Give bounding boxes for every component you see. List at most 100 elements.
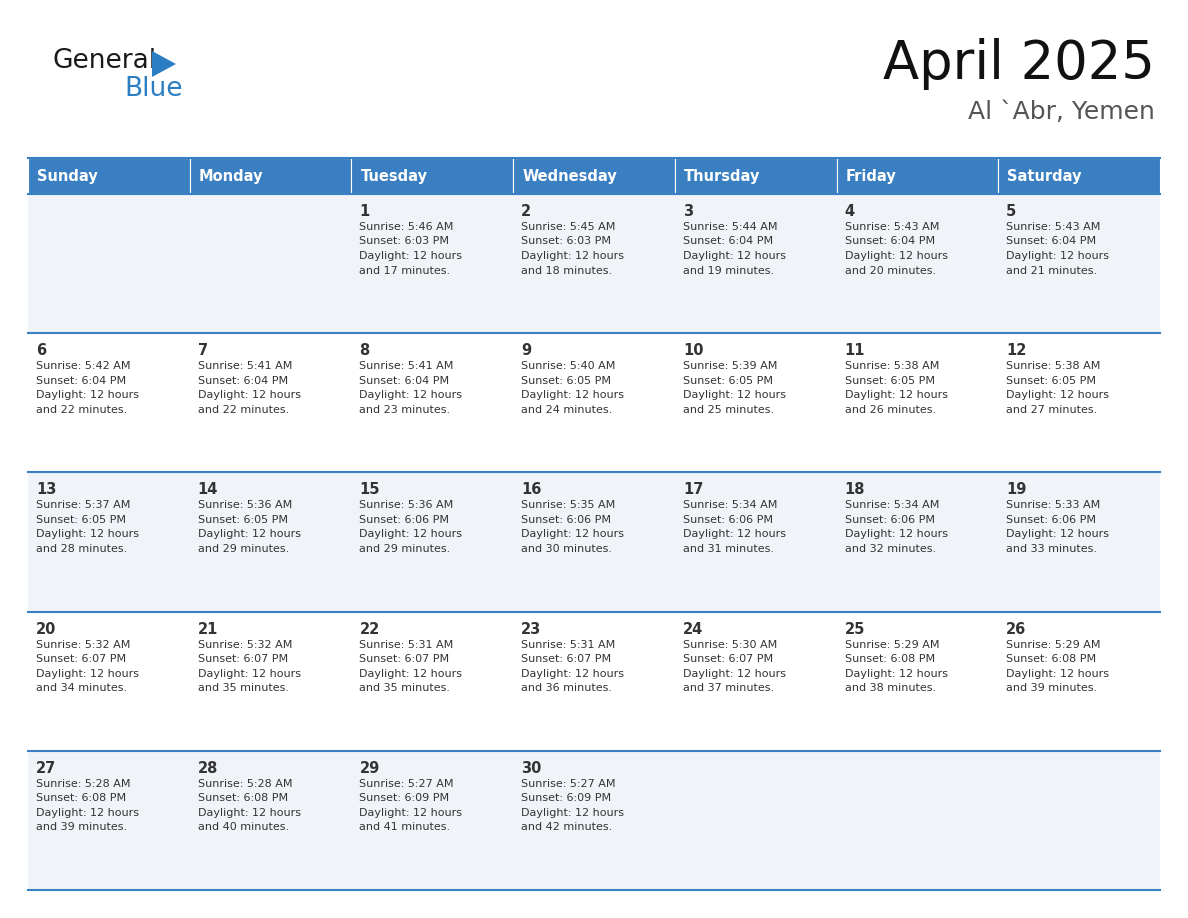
Text: 24: 24 — [683, 621, 703, 636]
Text: Sunset: 6:05 PM: Sunset: 6:05 PM — [845, 375, 935, 386]
Bar — [998, 158, 1159, 194]
Bar — [675, 611, 836, 751]
Text: Sunrise: 5:35 AM: Sunrise: 5:35 AM — [522, 500, 615, 510]
Bar — [836, 158, 998, 194]
Text: Sunset: 6:04 PM: Sunset: 6:04 PM — [197, 375, 287, 386]
Text: and 19 minutes.: and 19 minutes. — [683, 265, 775, 275]
Text: Sunrise: 5:32 AM: Sunrise: 5:32 AM — [197, 640, 292, 650]
Bar — [352, 751, 513, 890]
Bar — [836, 611, 998, 751]
Text: General: General — [52, 48, 156, 74]
Text: Sunset: 6:03 PM: Sunset: 6:03 PM — [522, 237, 611, 247]
Text: Daylight: 12 hours: Daylight: 12 hours — [197, 668, 301, 678]
Text: Sunrise: 5:34 AM: Sunrise: 5:34 AM — [683, 500, 777, 510]
Text: 22: 22 — [360, 621, 380, 636]
Text: Sunrise: 5:28 AM: Sunrise: 5:28 AM — [36, 778, 131, 789]
Text: Sunset: 6:08 PM: Sunset: 6:08 PM — [197, 793, 287, 803]
Text: Sunset: 6:05 PM: Sunset: 6:05 PM — [522, 375, 611, 386]
Text: and 22 minutes.: and 22 minutes. — [36, 405, 127, 415]
Bar — [352, 194, 513, 333]
Bar — [190, 751, 352, 890]
Text: 7: 7 — [197, 343, 208, 358]
Text: Sunset: 6:06 PM: Sunset: 6:06 PM — [1006, 515, 1097, 525]
Bar — [998, 611, 1159, 751]
Text: Sunrise: 5:38 AM: Sunrise: 5:38 AM — [1006, 361, 1100, 371]
Text: 12: 12 — [1006, 343, 1026, 358]
Text: 20: 20 — [36, 621, 56, 636]
Text: 25: 25 — [845, 621, 865, 636]
Text: and 22 minutes.: and 22 minutes. — [197, 405, 289, 415]
Bar — [29, 333, 190, 473]
Text: Sunset: 6:05 PM: Sunset: 6:05 PM — [36, 515, 126, 525]
Text: Sunrise: 5:46 AM: Sunrise: 5:46 AM — [360, 222, 454, 232]
Text: Daylight: 12 hours: Daylight: 12 hours — [36, 530, 139, 540]
Text: 13: 13 — [36, 482, 56, 498]
Text: Daylight: 12 hours: Daylight: 12 hours — [36, 668, 139, 678]
Text: and 36 minutes.: and 36 minutes. — [522, 683, 612, 693]
Text: Daylight: 12 hours: Daylight: 12 hours — [197, 390, 301, 400]
Text: 16: 16 — [522, 482, 542, 498]
Text: and 35 minutes.: and 35 minutes. — [360, 683, 450, 693]
Bar — [513, 194, 675, 333]
Text: Sunrise: 5:43 AM: Sunrise: 5:43 AM — [1006, 222, 1100, 232]
Text: 29: 29 — [360, 761, 380, 776]
Text: and 32 minutes.: and 32 minutes. — [845, 543, 936, 554]
Text: Daylight: 12 hours: Daylight: 12 hours — [845, 530, 948, 540]
Text: Daylight: 12 hours: Daylight: 12 hours — [845, 251, 948, 261]
Text: Sunrise: 5:38 AM: Sunrise: 5:38 AM — [845, 361, 939, 371]
Text: Sunrise: 5:27 AM: Sunrise: 5:27 AM — [360, 778, 454, 789]
Text: Friday: Friday — [846, 169, 896, 184]
Bar — [836, 751, 998, 890]
Text: and 24 minutes.: and 24 minutes. — [522, 405, 612, 415]
Text: and 33 minutes.: and 33 minutes. — [1006, 543, 1098, 554]
Text: Daylight: 12 hours: Daylight: 12 hours — [683, 668, 785, 678]
Text: and 34 minutes.: and 34 minutes. — [36, 683, 127, 693]
Text: 28: 28 — [197, 761, 219, 776]
Text: and 26 minutes.: and 26 minutes. — [845, 405, 936, 415]
Text: Sunset: 6:07 PM: Sunset: 6:07 PM — [360, 655, 449, 664]
Bar — [675, 158, 836, 194]
Bar — [352, 158, 513, 194]
Text: Sunrise: 5:37 AM: Sunrise: 5:37 AM — [36, 500, 131, 510]
Text: Daylight: 12 hours: Daylight: 12 hours — [683, 251, 785, 261]
Text: 14: 14 — [197, 482, 219, 498]
Text: Sunrise: 5:44 AM: Sunrise: 5:44 AM — [683, 222, 777, 232]
Text: 15: 15 — [360, 482, 380, 498]
Text: 21: 21 — [197, 621, 219, 636]
Text: 8: 8 — [360, 343, 369, 358]
Text: and 38 minutes.: and 38 minutes. — [845, 683, 936, 693]
Text: Sunset: 6:06 PM: Sunset: 6:06 PM — [360, 515, 449, 525]
Text: Monday: Monday — [198, 169, 264, 184]
Text: Sunset: 6:07 PM: Sunset: 6:07 PM — [36, 655, 126, 664]
Bar — [513, 611, 675, 751]
Text: Sunset: 6:05 PM: Sunset: 6:05 PM — [1006, 375, 1097, 386]
Text: 27: 27 — [36, 761, 56, 776]
Text: 23: 23 — [522, 621, 542, 636]
Bar — [190, 158, 352, 194]
Text: 4: 4 — [845, 204, 854, 219]
Text: and 18 minutes.: and 18 minutes. — [522, 265, 612, 275]
Text: Sunset: 6:09 PM: Sunset: 6:09 PM — [360, 793, 449, 803]
Text: Saturday: Saturday — [1007, 169, 1082, 184]
Text: Sunset: 6:07 PM: Sunset: 6:07 PM — [683, 655, 773, 664]
Text: Sunset: 6:06 PM: Sunset: 6:06 PM — [683, 515, 773, 525]
Text: Daylight: 12 hours: Daylight: 12 hours — [197, 530, 301, 540]
Bar — [998, 473, 1159, 611]
Text: Sunrise: 5:29 AM: Sunrise: 5:29 AM — [845, 640, 939, 650]
Bar — [675, 751, 836, 890]
Text: Sunrise: 5:34 AM: Sunrise: 5:34 AM — [845, 500, 939, 510]
Bar — [190, 611, 352, 751]
Text: Sunrise: 5:29 AM: Sunrise: 5:29 AM — [1006, 640, 1101, 650]
Text: Daylight: 12 hours: Daylight: 12 hours — [36, 390, 139, 400]
Bar — [675, 333, 836, 473]
Text: Sunrise: 5:31 AM: Sunrise: 5:31 AM — [360, 640, 454, 650]
Text: 17: 17 — [683, 482, 703, 498]
Text: and 17 minutes.: and 17 minutes. — [360, 265, 450, 275]
Text: and 39 minutes.: and 39 minutes. — [1006, 683, 1098, 693]
Text: 2: 2 — [522, 204, 531, 219]
Text: 3: 3 — [683, 204, 693, 219]
Text: 26: 26 — [1006, 621, 1026, 636]
Text: Daylight: 12 hours: Daylight: 12 hours — [683, 530, 785, 540]
Text: Daylight: 12 hours: Daylight: 12 hours — [36, 808, 139, 818]
Text: Daylight: 12 hours: Daylight: 12 hours — [197, 808, 301, 818]
